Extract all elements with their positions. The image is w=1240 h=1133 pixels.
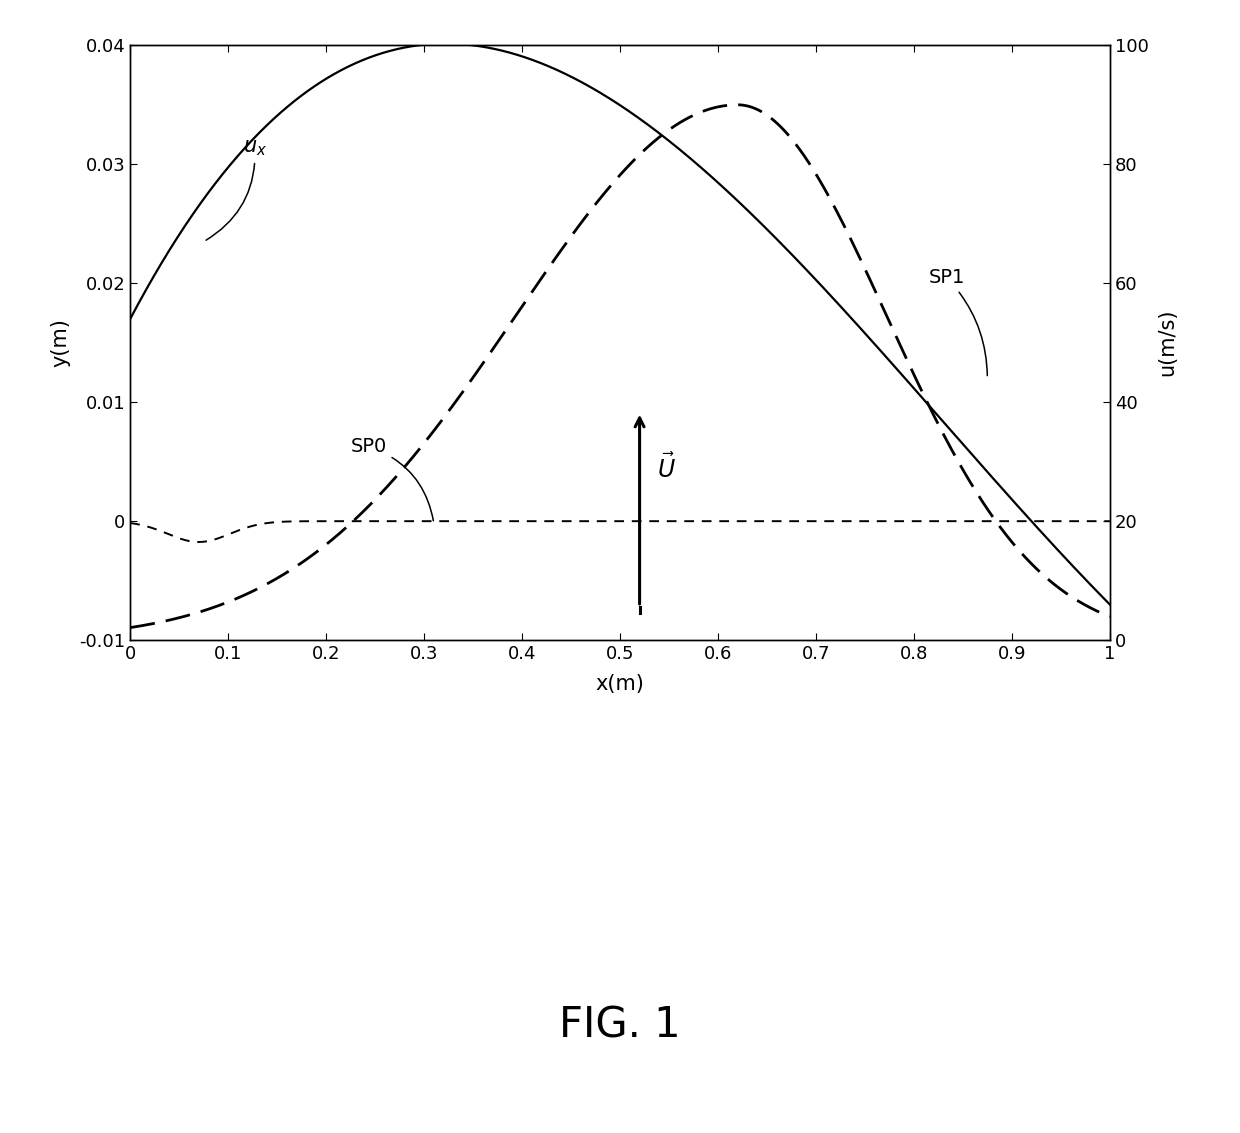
X-axis label: x(m): x(m) [595, 674, 645, 695]
Y-axis label: y(m): y(m) [51, 318, 71, 367]
Text: SP0: SP0 [351, 437, 434, 521]
Y-axis label: u(m/s): u(m/s) [1157, 309, 1177, 376]
Text: $u_x$: $u_x$ [206, 138, 267, 240]
Text: SP1: SP1 [929, 269, 987, 376]
Text: FIG. 1: FIG. 1 [559, 1004, 681, 1047]
Text: $\vec{U}$: $\vec{U}$ [657, 453, 676, 483]
